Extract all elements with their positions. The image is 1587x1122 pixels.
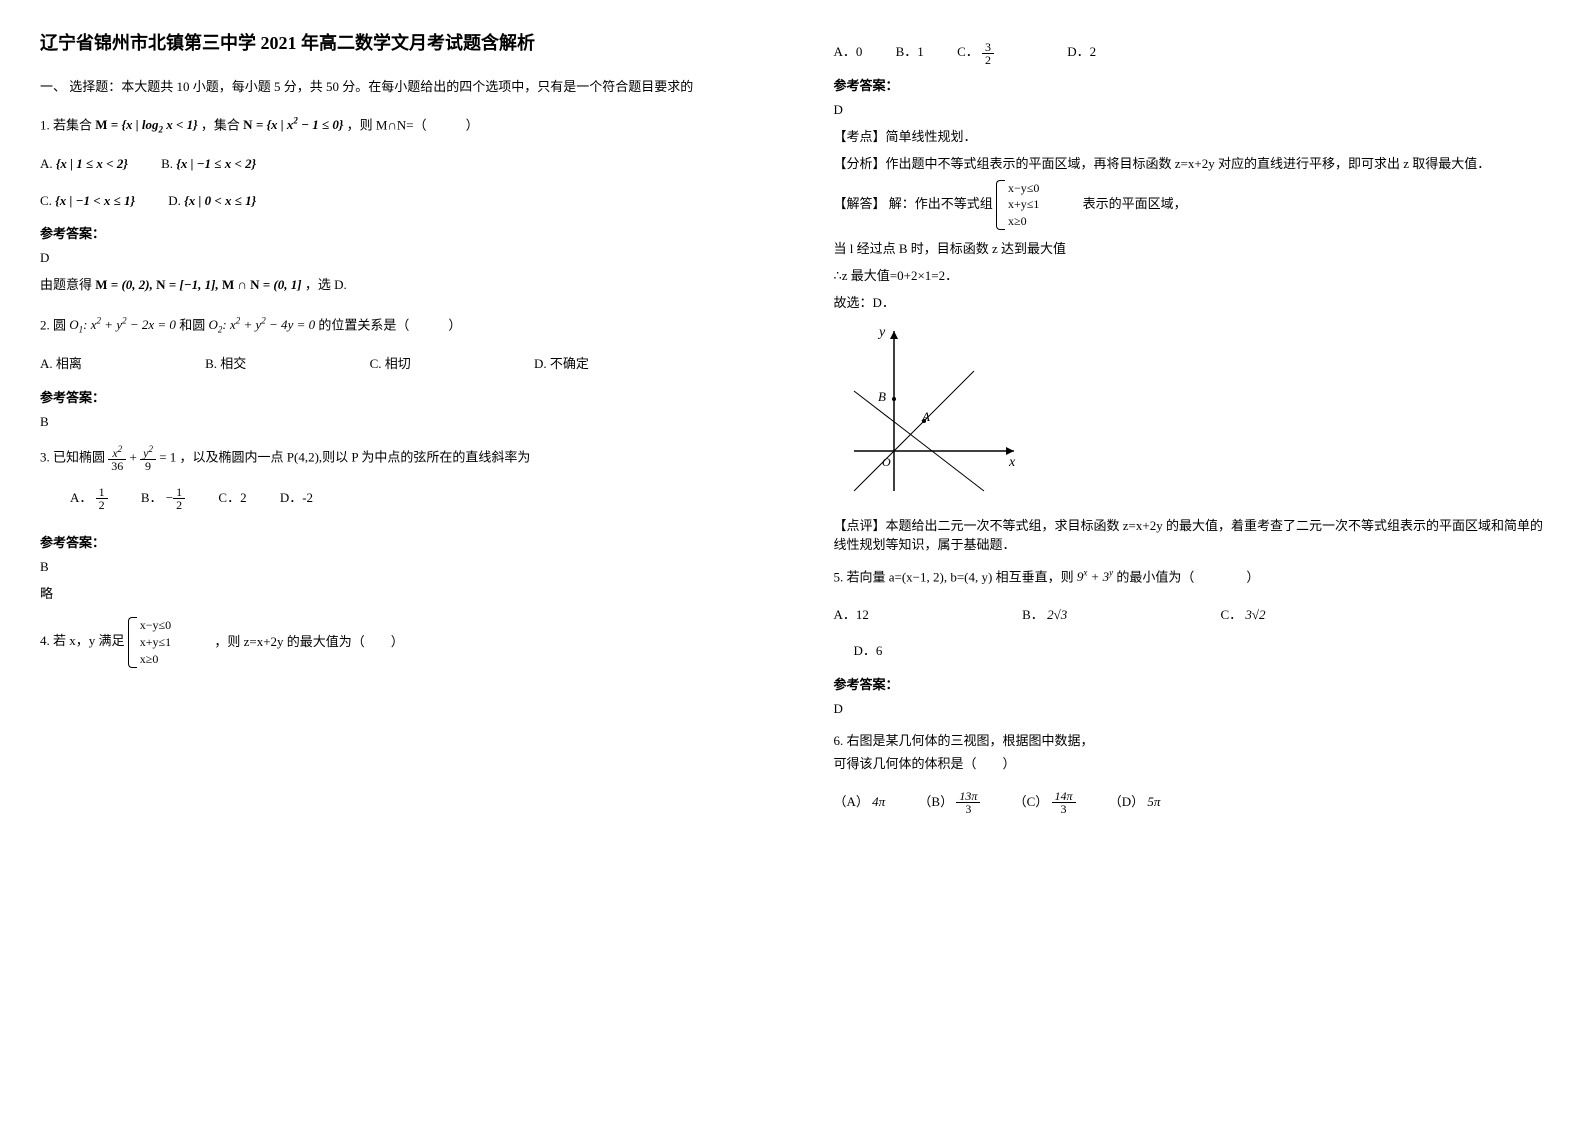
q1-optA-label: A.: [40, 156, 53, 171]
q2-optD: D. 不确定: [534, 350, 589, 379]
q1-optD-label: D.: [168, 193, 181, 208]
q1-optB-label: B.: [161, 156, 173, 171]
q4-optA: A．0: [834, 38, 863, 67]
q4-answer-label: 参考答案：: [834, 75, 1548, 94]
q4-graph: x y O A B: [834, 321, 1548, 505]
graph-point-b: B: [878, 389, 886, 404]
q2-prefix: 2. 圆: [40, 317, 66, 332]
q2-options: A. 相离 B. 相交 C. 相切 D. 不确定: [40, 350, 754, 379]
q1-prefix: 1. 若集合: [40, 117, 92, 132]
right-column: A．0 B．1 C． 32 D．2 参考答案： D 【考点】简单线性规划． 【分…: [794, 0, 1587, 1122]
q2-mid: 和圆: [179, 317, 205, 332]
q1-explain: 由题意得 M = (0, 2), N = [−1, 1], M ∩ N = (0…: [40, 274, 754, 293]
q4-suffix: ，则 z=x+2y 的最大值为（ ）: [214, 634, 403, 649]
q4-analysis: 【分析】作出题中不等式组表示的平面区域，再将目标函数 z=x+2y 对应的直线进…: [834, 153, 1548, 172]
q4-answer: D: [834, 102, 1548, 118]
q6-prefix: 6. 右图是某几何体的三视图，根据图中数据，: [834, 729, 1548, 752]
q2-suffix: 的位置关系是（ ）: [318, 317, 461, 332]
q3-suffix: ，以及椭圆内一点 P(4,2),则以 P 为中点的弦所在的直线斜率为: [180, 449, 531, 464]
q6-options: （A） 4π （B） 13π3 （C） 14π3 （D） 5π: [834, 788, 1548, 817]
q1-optC-label: C.: [40, 193, 52, 208]
q3-optA-label: A．: [70, 490, 92, 505]
q5-prefix: 5. 若向量 a=(x−1, 2), b=(4, y) 相互垂直，则: [834, 569, 1074, 584]
q2-answer-label: 参考答案：: [40, 387, 754, 406]
q4-solve-line3: ∴z 最大值=0+2×1=2．: [834, 265, 1548, 284]
question-2: 2. 圆 O1: x2 + y2 − 2x = 0 和圆 O2: x2 + y2…: [40, 313, 754, 338]
graph-y-label: y: [877, 325, 886, 340]
q3-optD: D．-2: [280, 484, 313, 513]
q1-answer: D: [40, 250, 754, 266]
q6-optB-label: （B）: [918, 794, 953, 809]
question-1: 1. 若集合 M = {x | log2 x < 1} ，集合 N = {x |…: [40, 113, 754, 138]
question-4: 4. 若 x，y 满足 x−y≤0 x+y≤1 x≥0 ，则 z=x+2y 的最…: [40, 617, 754, 667]
q4-options: A．0 B．1 C． 32 D．2: [834, 38, 1548, 67]
q1-options-row1: A. {x | 1 ≤ x < 2} B. {x | −1 ≤ x < 2}: [40, 150, 754, 179]
q4-system: x−y≤0 x+y≤1 x≥0: [128, 617, 171, 667]
section-heading: 一、 选择题：本大题共 10 小题，每小题 5 分，共 50 分。在每小题给出的…: [40, 77, 754, 98]
q4-optD: D．2: [1067, 38, 1096, 67]
q2-answer: B: [40, 414, 754, 430]
q5-suffix: 的最小值为（ ）: [1116, 569, 1259, 584]
q5-optA: A．12: [834, 601, 869, 630]
question-5: 5. 若向量 a=(x−1, 2), b=(4, y) 相互垂直，则 9x + …: [834, 565, 1548, 589]
q5-optB-label: B．: [1022, 607, 1044, 622]
q1-mid: ，集合: [201, 117, 240, 132]
q1-answer-label: 参考答案：: [40, 223, 754, 242]
graph-x-label: x: [1008, 455, 1016, 470]
q2-optB: B. 相交: [205, 350, 246, 379]
q4-prefix: 4. 若 x，y 满足: [40, 634, 125, 649]
q4-solve-line4: 故选：D．: [834, 292, 1548, 311]
q2-optA: A. 相离: [40, 350, 82, 379]
q2-optC: C. 相切: [370, 350, 411, 379]
q3-optB-label: B．: [141, 490, 163, 505]
q4-comment: 【点评】本题给出二元一次不等式组，求目标函数 z=x+2y 的最大值，着重考查了…: [834, 515, 1548, 553]
q3-answer: B: [40, 559, 754, 575]
q3-options: A． 12 B． −12 C．2 D．-2: [70, 484, 754, 513]
q4-solve-line2: 当 l 经过点 B 时，目标函数 z 达到最大值: [834, 238, 1548, 257]
q5-options: A．12 B． 2√3 C． 3√2: [834, 601, 1548, 630]
q4-exam-point: 【考点】简单线性规划．: [834, 126, 1548, 145]
q3-prefix: 3. 已知椭圆: [40, 449, 105, 464]
q4-solve-system: x−y≤0 x+y≤1 x≥0: [996, 180, 1039, 230]
graph-origin: O: [882, 455, 891, 469]
q1-suffix: ，则 M∩N=（ ）: [347, 117, 479, 132]
q3-answer-label: 参考答案：: [40, 532, 754, 551]
q6-optA-label: （A）: [834, 794, 869, 809]
q3-note: 略: [40, 583, 754, 602]
question-3: 3. 已知椭圆 x236 + y29 = 1 ，以及椭圆内一点 P(4,2),则…: [40, 445, 754, 472]
q5-optC-label: C．: [1220, 607, 1242, 622]
q5-answer-label: 参考答案：: [834, 674, 1548, 693]
q6-optD-label: （D）: [1109, 794, 1144, 809]
q4-optC-label: C．: [957, 44, 979, 59]
page-title: 辽宁省锦州市北镇第三中学 2021 年高二数学文月考试题含解析: [40, 30, 754, 57]
q1-options-row2: C. {x | −1 < x ≤ 1} D. {x | 0 < x ≤ 1}: [40, 187, 754, 216]
q6-optC-label: （C）: [1014, 794, 1049, 809]
q4-optB: B．1: [896, 38, 924, 67]
q3-optC: C．2: [218, 484, 246, 513]
q6-line2: 可得该几何体的体积是（ ）: [834, 752, 1548, 775]
q4-solve: 【解答】 解：作出不等式组 x−y≤0 x+y≤1 x≥0 表示的平面区域，: [834, 180, 1548, 230]
q5-optD: D．6: [854, 637, 1548, 666]
left-column: 辽宁省锦州市北镇第三中学 2021 年高二数学文月考试题含解析 一、 选择题：本…: [0, 0, 794, 1122]
q5-answer: D: [834, 701, 1548, 717]
question-6: 6. 右图是某几何体的三视图，根据图中数据， 可得该几何体的体积是（ ）: [834, 729, 1548, 776]
